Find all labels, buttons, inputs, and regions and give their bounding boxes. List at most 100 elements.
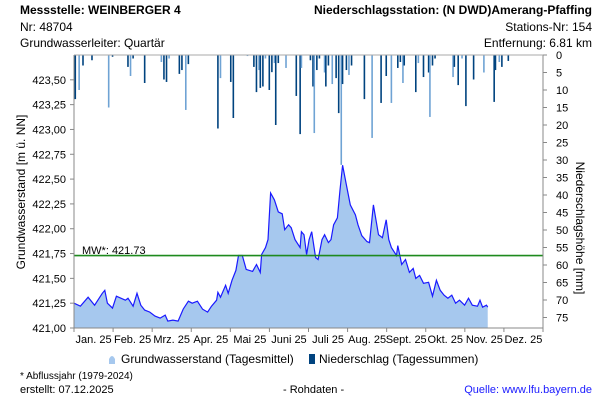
precip-bar: [168, 55, 170, 59]
precip-bar: [340, 55, 343, 165]
precip-bar: [483, 55, 485, 73]
precip-bar: [331, 55, 334, 85]
y-tick-label: 421,25: [32, 298, 66, 310]
precip-bar: [403, 55, 406, 66]
precip-bar: [295, 55, 298, 96]
y-tick-label: 421,50: [32, 273, 66, 285]
precip-bar: [414, 55, 417, 93]
precip-bar: [498, 55, 501, 62]
precip-bar: [217, 55, 219, 129]
precip-bar: [493, 55, 495, 102]
precip-bar: [178, 55, 181, 74]
precip-bar: [274, 55, 277, 125]
source-link[interactable]: Quelle: www.lfu.bayern.de: [464, 384, 592, 396]
y2-tick-label: 45: [556, 208, 568, 220]
y2-tick-label: 75: [556, 313, 568, 325]
created-date: erstellt: 07.12.2025: [20, 384, 114, 396]
precip-bar: [457, 55, 459, 86]
legend-groundwater-label: Grundwasserstand (Tagesmittel): [121, 352, 294, 366]
precip-bar: [111, 55, 114, 57]
precip-bar: [255, 55, 258, 93]
precip-bar: [300, 55, 303, 68]
precip-bar: [107, 55, 110, 108]
precip-bar: [268, 55, 271, 90]
y-tick-label: 422,00: [32, 224, 66, 236]
y2-tick-label: 55: [556, 243, 568, 255]
precip-bar: [453, 55, 456, 67]
precip-bar: [380, 55, 382, 103]
y2-tick-label: 15: [556, 103, 568, 115]
precip-bar: [323, 55, 326, 73]
y-tick-label: 423,25: [32, 100, 66, 112]
y2-tick-label: 0: [556, 50, 562, 62]
y-tick-label: 422,50: [32, 174, 66, 186]
precip-bar: [431, 55, 434, 66]
precip-bar: [402, 55, 404, 83]
precip-bar: [399, 55, 402, 62]
precip-bar: [132, 55, 134, 59]
precip-bar: [422, 55, 425, 78]
precip-bar: [427, 55, 430, 73]
precip-bar: [507, 55, 510, 61]
precip-bar: [472, 55, 475, 80]
precip-bar: [127, 55, 129, 67]
x-tick-label: Mai 25: [233, 334, 266, 346]
station-number: Nr: 48704: [20, 20, 73, 34]
precip-bar: [184, 55, 187, 110]
precip-bar: [350, 55, 353, 66]
y2-tick-label: 10: [556, 85, 568, 97]
x-tick-label: Mrz. 25: [153, 334, 190, 346]
precip-bar: [74, 55, 77, 100]
y2-tick-label: 50: [556, 225, 568, 237]
precip-bar: [285, 55, 287, 68]
precip-station-number: Stations-Nr: 154: [505, 20, 592, 34]
precip-bar: [309, 55, 312, 61]
y2-tick-label: 25: [556, 138, 568, 150]
precip-bar: [219, 55, 222, 79]
y-tick-label: 421,00: [32, 323, 66, 335]
y-tick-label: 423,00: [32, 124, 66, 136]
precip-bar: [345, 55, 348, 71]
precip-bar: [337, 55, 340, 114]
precip-bar: [259, 55, 262, 88]
y2-tick-label: 5: [556, 68, 562, 80]
precip-bar: [316, 55, 318, 71]
groundwater-line: [73, 165, 489, 322]
x-tick-label: Dez. 25: [504, 334, 542, 346]
station-name: Messstelle: WEINBERGER 4: [20, 3, 181, 17]
precip-bar: [417, 55, 420, 64]
precip-bar: [165, 55, 168, 82]
y-tick-label: 422,75: [32, 149, 66, 161]
precip-bar: [312, 55, 314, 87]
precip-bar: [277, 55, 280, 64]
y2-tick-label: 30: [556, 155, 568, 167]
precip-bar: [465, 55, 467, 107]
y2-axis-label: Niederschlagshöhe [mm]: [573, 162, 587, 295]
precip-bar: [246, 55, 249, 57]
precip-bar: [187, 55, 190, 65]
precip-bar: [271, 55, 273, 73]
x-tick-label: Apr. 25: [193, 334, 228, 346]
groundwater-area: [74, 165, 488, 328]
legend-groundwater-icon: [109, 356, 115, 364]
y-tick-label: 423,50: [32, 75, 66, 87]
x-tick-label: Jan. 25: [75, 334, 111, 346]
y-tick-label: 422,25: [32, 199, 66, 211]
legend: Grundwasserstand (Tagesmittel) Niedersch…: [109, 352, 478, 366]
precip-bar: [461, 55, 463, 59]
y2-tick-label: 35: [556, 173, 568, 185]
y2-tick-label: 40: [556, 190, 568, 202]
raw-data-note: - Rohdaten -: [283, 384, 345, 396]
y-tick-label: 421,75: [32, 249, 66, 261]
precip-bar: [229, 55, 232, 82]
precip-bar: [452, 55, 454, 78]
precip-bar: [318, 55, 321, 59]
precip-bar: [429, 55, 431, 117]
precipitation-bars: [74, 55, 510, 165]
precip-bar: [160, 55, 163, 62]
precip-bar: [313, 55, 316, 134]
precip-bar: [253, 55, 255, 67]
x-tick-label: Sept. 25: [386, 334, 427, 346]
precip-bar: [371, 55, 373, 138]
